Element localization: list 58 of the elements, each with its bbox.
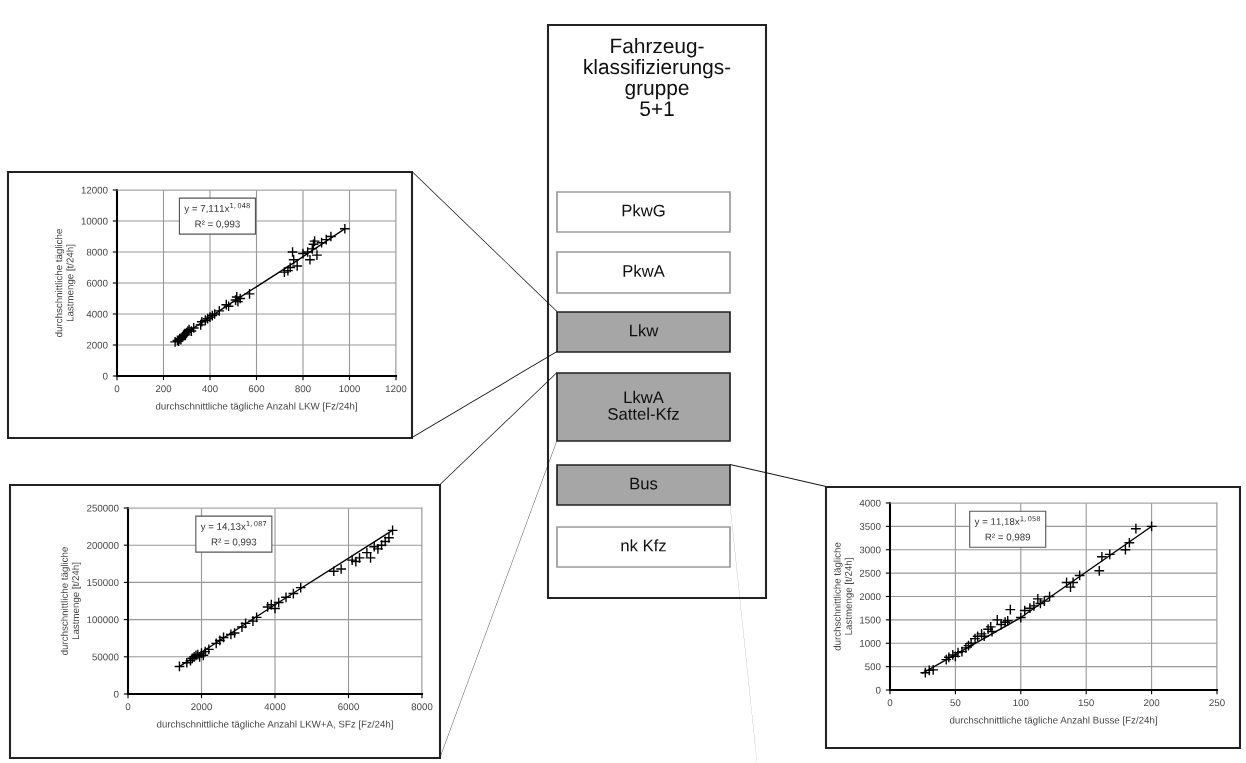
text: Bus bbox=[630, 477, 658, 490]
y-tick-label: 4000 bbox=[86, 310, 108, 318]
y-tick-label: 150000 bbox=[87, 579, 119, 587]
x-tick-label: 0 bbox=[887, 699, 893, 707]
x-tick-label: 400 bbox=[202, 385, 218, 393]
y-axis-title: durchschnittliche tägliche Lastmenge [t/24h] bbox=[55, 229, 76, 337]
text: PkwG bbox=[622, 204, 665, 217]
x-tick-label: 250 bbox=[1209, 699, 1225, 707]
y-tick-label: 8000 bbox=[86, 248, 108, 256]
x-tick-label: 150 bbox=[1078, 699, 1094, 707]
annotation: R² = 0,989 bbox=[985, 533, 1031, 542]
x-tick-label: 200 bbox=[1143, 699, 1160, 707]
x-tick-label: 4000 bbox=[264, 703, 286, 711]
x-tick-label: 50 bbox=[950, 699, 961, 707]
y-tick-label: 200000 bbox=[87, 541, 119, 549]
y-tick-label: 2000 bbox=[86, 341, 108, 349]
x-tick-label: 2000 bbox=[191, 703, 212, 711]
annotation: R² = 0,993 bbox=[195, 220, 240, 229]
x-tick-label: 800 bbox=[295, 385, 311, 393]
text: LkwA Sattel-Kfz bbox=[608, 390, 679, 420]
y-tick-label: 50000 bbox=[92, 653, 119, 661]
y-tick-label: 3500 bbox=[859, 523, 881, 530]
x-tick-label: 200 bbox=[155, 385, 172, 393]
y-tick-label: 0 bbox=[102, 372, 108, 380]
y-axis-title: durchschnittliche tägliche Lastmenge [t/24h] bbox=[833, 542, 854, 651]
y-tick-label: 12000 bbox=[81, 186, 108, 194]
annotation: R² = 0,993 bbox=[211, 538, 257, 547]
x-tick-label: 600 bbox=[248, 385, 265, 393]
x-tick-label: 8000 bbox=[411, 703, 433, 711]
y-tick-label: 1000 bbox=[860, 639, 881, 647]
annotation: y = 14,13x$^{1,087}$ bbox=[200, 521, 267, 532]
y-tick-label: 0 bbox=[113, 690, 119, 698]
y-tick-label: 6000 bbox=[86, 279, 108, 287]
x-tick-label: 1200 bbox=[385, 385, 407, 393]
text: Fahrzeug- klassifizierungs- gruppe 5+1 bbox=[584, 38, 731, 117]
y-tick-label: 10000 bbox=[81, 217, 108, 225]
text: nk Kfz bbox=[621, 539, 666, 552]
x-tick-label: 100 bbox=[1013, 699, 1029, 707]
annotation: y = 7,111x$^{1,048}$ bbox=[184, 203, 250, 214]
x-axis-title: durchschnittliche tägliche Anzahl LKW+A, SFz [Fz/24h] bbox=[156, 720, 393, 730]
y-tick-label: 250000 bbox=[87, 504, 119, 512]
x-tick-label: 6000 bbox=[338, 703, 359, 711]
y-axis-title: durchschnittliche tägliche Lastmenge [t/24h] bbox=[60, 547, 81, 655]
y-tick-label: 100000 bbox=[87, 616, 119, 624]
y-tick-label: 3000 bbox=[859, 546, 881, 554]
y-tick-label: 500 bbox=[865, 663, 881, 671]
x-tick-label: 0 bbox=[125, 703, 131, 711]
y-tick-label: 2500 bbox=[859, 569, 881, 577]
text: PkwA bbox=[623, 264, 665, 277]
y-tick-label: 4000 bbox=[859, 499, 881, 507]
x-axis-title: durchschnittliche tägliche Anzahl Busse [Fz/24h] bbox=[949, 716, 1157, 726]
y-tick-label: 0 bbox=[875, 686, 881, 694]
x-tick-label: 1000 bbox=[339, 385, 360, 393]
annotation: y = 11,18x$^{1,058}$ bbox=[974, 516, 1041, 527]
text: Lkw bbox=[630, 324, 659, 337]
y-tick-label: 2000 bbox=[859, 593, 881, 601]
x-axis-title: durchschnittliche tägliche Anzahl LKW [Fz/24h] bbox=[155, 402, 357, 412]
y-tick-label: 1500 bbox=[860, 616, 881, 624]
